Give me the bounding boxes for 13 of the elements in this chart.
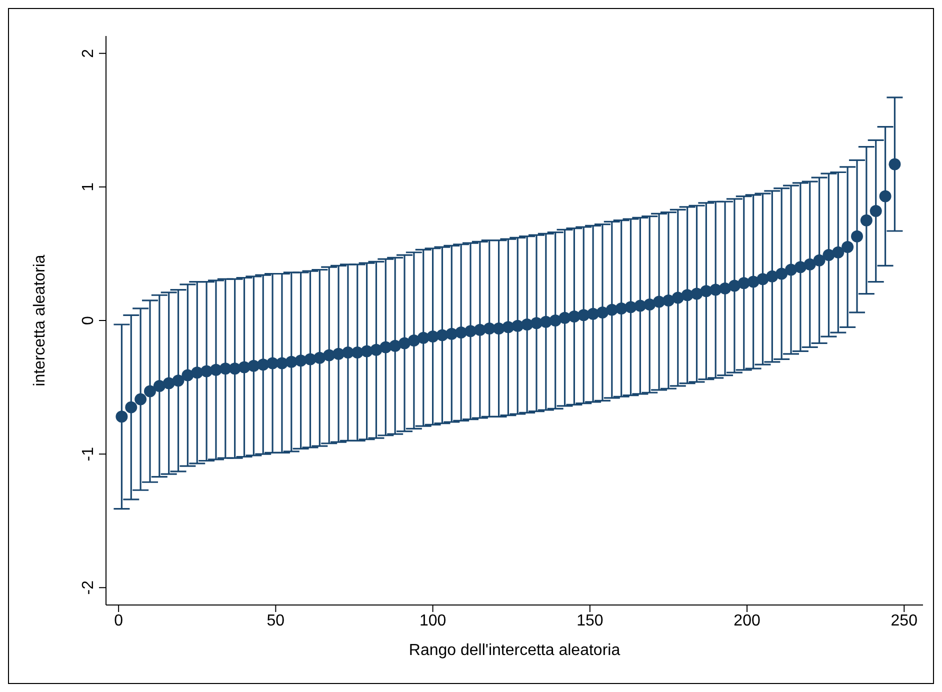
y-tick-label: 2 <box>80 48 97 58</box>
x-tick-label: 150 <box>576 612 604 630</box>
x-tick-label: 250 <box>890 612 918 630</box>
x-tick-label: 0 <box>114 612 124 630</box>
y-tick-label: -2 <box>80 580 97 595</box>
y-tick-label: 1 <box>80 182 97 192</box>
y-tick-label: -1 <box>80 446 97 462</box>
x-tick-label: 100 <box>419 612 446 630</box>
x-tick-label: 200 <box>734 612 760 630</box>
y-tick-label: 0 <box>80 316 97 325</box>
x-axis-title: Rango dell'intercetta aleatoria <box>408 642 620 659</box>
y-axis-title: intercetta aleatoria <box>32 254 49 386</box>
x-tick-label: 50 <box>266 612 285 630</box>
